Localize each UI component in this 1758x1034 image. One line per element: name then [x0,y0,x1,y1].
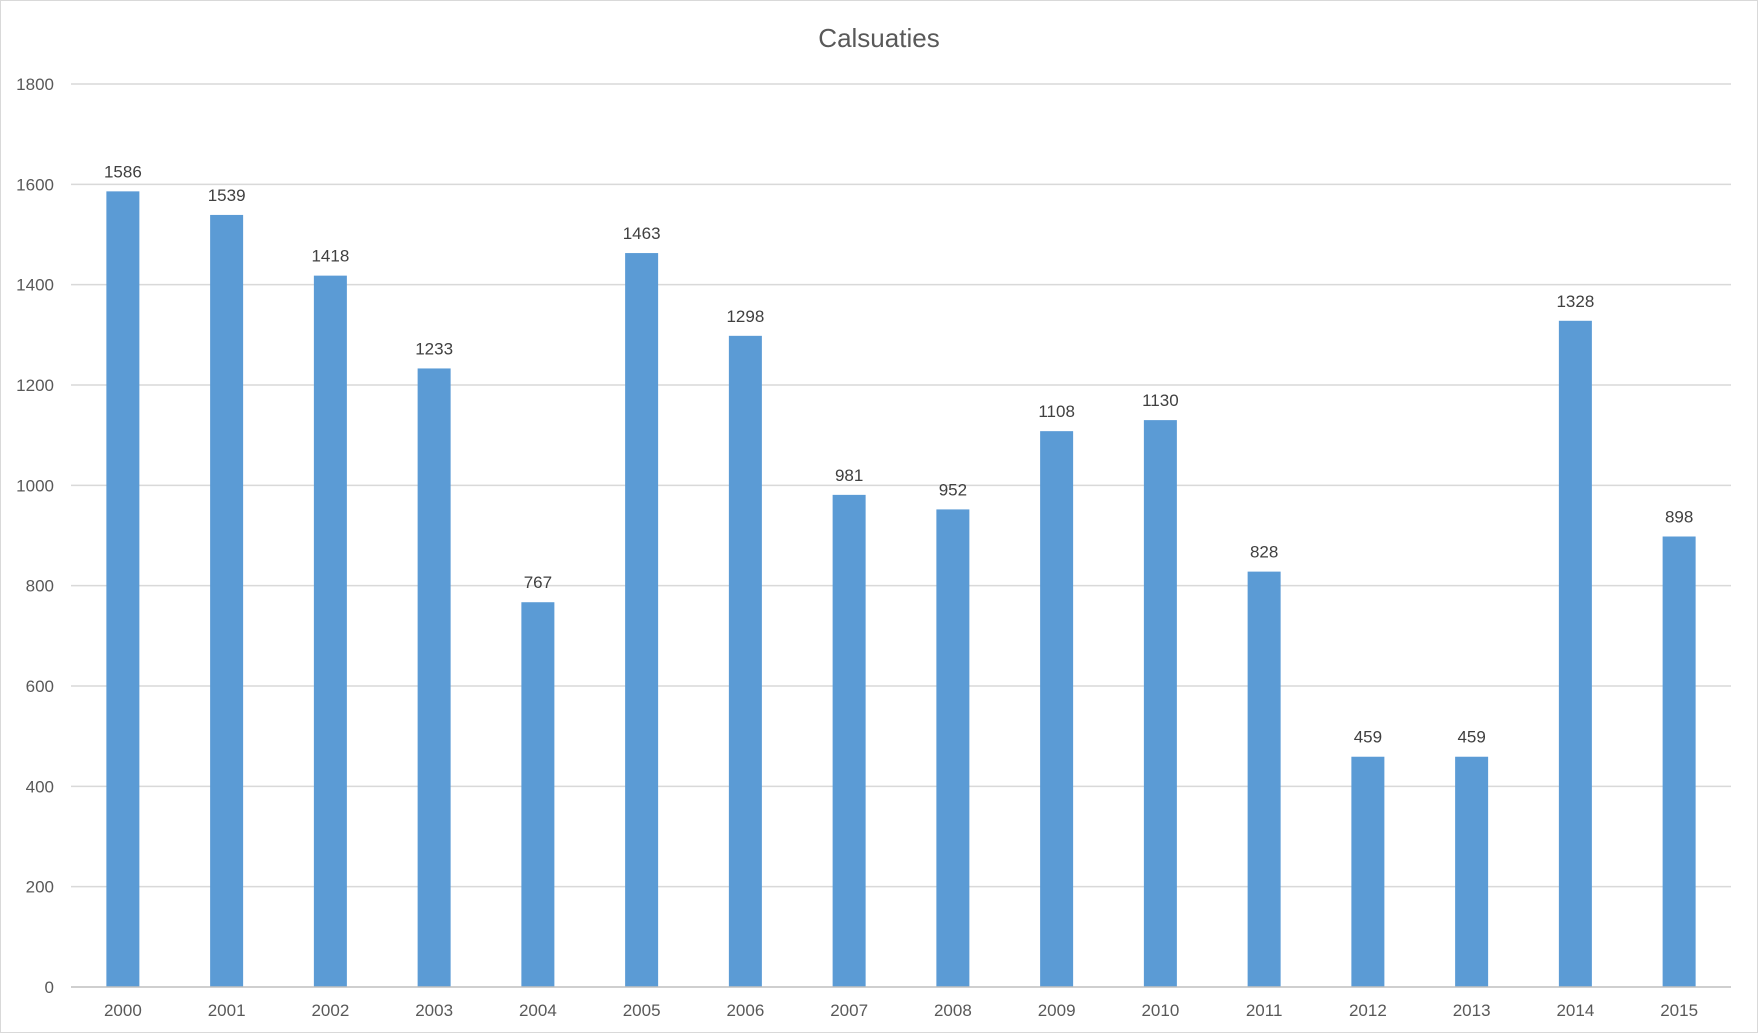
bar [521,602,555,987]
y-tick-label: 1000 [16,476,54,495]
bar [210,214,244,987]
x-tick-label: 2011 [1246,1001,1283,1020]
bar [106,191,140,987]
data-label: 828 [1250,543,1278,562]
x-tick-label: 2012 [1349,1001,1387,1020]
data-label: 1328 [1556,292,1594,311]
x-tick-label: 2006 [726,1001,764,1020]
x-tick-label: 2007 [830,1001,868,1020]
bar [417,368,451,987]
data-label: 1463 [623,224,661,243]
y-tick-label: 1200 [16,376,54,395]
y-tick-label: 600 [26,677,54,696]
data-label: 459 [1457,728,1485,747]
data-label: 1108 [1038,402,1075,421]
x-tick-label: 2000 [104,1001,142,1020]
gridlines [71,83,1731,888]
data-label: 898 [1665,508,1693,527]
y-tick-label: 200 [26,878,54,897]
bars [106,191,1696,988]
data-label: 1539 [208,186,246,205]
data-label: 952 [939,480,967,499]
x-tick-label: 2005 [623,1001,661,1020]
bar [1558,320,1592,988]
x-tick-label: 2008 [934,1001,972,1020]
y-tick-label: 1400 [16,276,54,295]
bar [832,494,866,987]
x-axis-tick-labels: 2000 2001 2002 2003 2004 2005 2006 2007 2008 2009… [104,1001,1698,1020]
x-tick-label: 2009 [1038,1001,1076,1020]
x-tick-label: 2010 [1141,1001,1179,1020]
bar [1040,431,1074,987]
data-label: 459 [1354,728,1382,747]
bar [313,275,347,987]
data-label: 1298 [726,307,764,326]
x-tick-label: 2004 [519,1001,557,1020]
bar [1247,571,1281,987]
bar [1662,536,1696,987]
data-label: 1418 [311,247,349,266]
y-tick-label: 1600 [16,175,54,194]
x-tick-label: 2001 [208,1001,246,1020]
data-label: 1586 [104,162,142,181]
y-tick-label: 0 [45,978,54,997]
x-tick-label: 2013 [1453,1001,1491,1020]
bar [1351,756,1385,987]
y-tick-label: 400 [26,777,54,796]
y-axis-tick-labels: 0 200 400 600 800 1000 1200 1400 1600 1800 [16,75,54,997]
bar [1455,756,1489,987]
data-label: 1233 [415,339,453,358]
y-tick-label: 800 [26,577,54,596]
bar [625,253,659,988]
x-tick-label: 2003 [415,1001,453,1020]
bar [1143,420,1177,987]
chart-title: Calsuaties [818,23,939,53]
data-label: 981 [835,466,863,485]
x-tick-label: 2014 [1556,1001,1594,1020]
bar [728,335,762,987]
data-label: 1130 [1142,391,1179,410]
data-label: 767 [524,573,552,592]
y-tick-label: 1800 [16,75,54,94]
bar [936,509,970,987]
data-labels: 1586 1539 1418 1233 767 1463 1298 981 952 1108 113… [104,162,1693,746]
x-tick-label: 2002 [311,1001,349,1020]
x-tick-label: 2015 [1660,1001,1698,1020]
